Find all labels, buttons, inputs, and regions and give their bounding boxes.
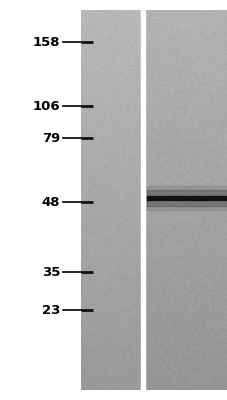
Text: 106: 106 <box>33 100 60 112</box>
Text: 79: 79 <box>42 132 60 144</box>
Bar <box>146 196 227 200</box>
Text: 158: 158 <box>33 36 60 48</box>
Text: 48: 48 <box>42 196 60 208</box>
Bar <box>141 10 145 390</box>
Bar <box>146 190 227 206</box>
Text: 23: 23 <box>42 304 60 316</box>
Bar <box>146 186 227 210</box>
Text: 35: 35 <box>42 266 60 278</box>
Bar <box>0 0 81 400</box>
